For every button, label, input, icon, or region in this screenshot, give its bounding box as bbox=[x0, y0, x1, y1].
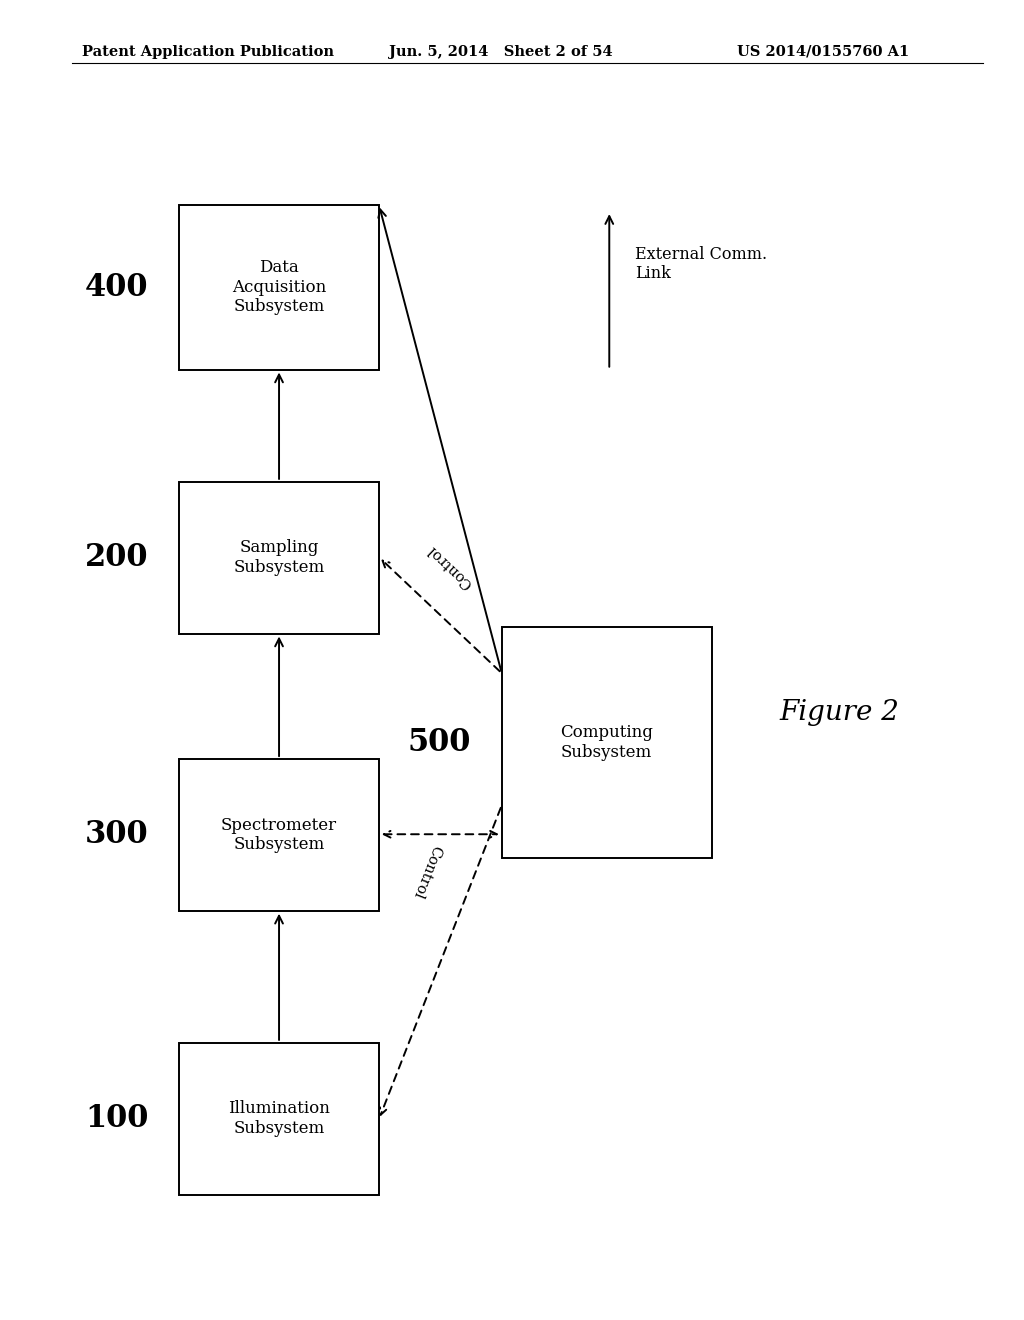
Text: Control: Control bbox=[425, 543, 475, 591]
Text: 400: 400 bbox=[85, 272, 148, 302]
Text: External Comm.
Link: External Comm. Link bbox=[635, 246, 767, 282]
Text: Patent Application Publication: Patent Application Publication bbox=[82, 45, 334, 59]
Text: Illumination
Subsystem: Illumination Subsystem bbox=[228, 1101, 330, 1137]
Text: Jun. 5, 2014   Sheet 2 of 54: Jun. 5, 2014 Sheet 2 of 54 bbox=[389, 45, 612, 59]
Text: Control: Control bbox=[410, 843, 443, 900]
Text: Spectrometer
Subsystem: Spectrometer Subsystem bbox=[221, 817, 337, 853]
Text: US 2014/0155760 A1: US 2014/0155760 A1 bbox=[737, 45, 909, 59]
Text: 300: 300 bbox=[85, 820, 148, 850]
Text: Sampling
Subsystem: Sampling Subsystem bbox=[233, 540, 325, 576]
Text: Data
Acquisition
Subsystem: Data Acquisition Subsystem bbox=[231, 259, 327, 315]
Text: 100: 100 bbox=[85, 1104, 148, 1134]
Text: 500: 500 bbox=[408, 727, 471, 758]
Text: Computing
Subsystem: Computing Subsystem bbox=[560, 725, 653, 760]
Text: Figure 2: Figure 2 bbox=[779, 700, 900, 726]
Bar bbox=[179, 759, 379, 911]
Bar bbox=[179, 1043, 379, 1195]
Text: 200: 200 bbox=[85, 543, 148, 573]
Bar bbox=[502, 627, 712, 858]
Bar bbox=[179, 205, 379, 370]
Bar bbox=[179, 482, 379, 634]
